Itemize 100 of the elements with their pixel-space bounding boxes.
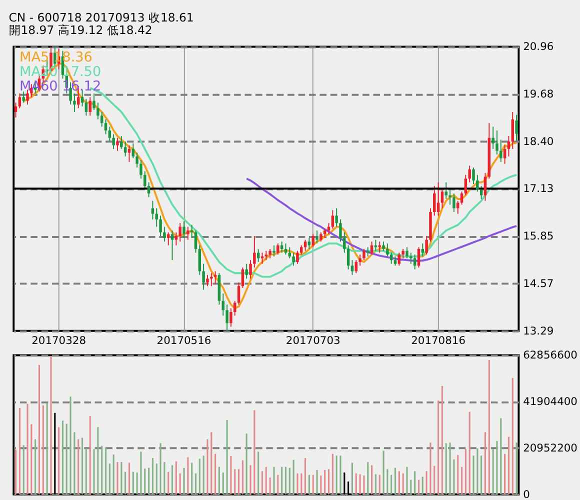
candlestick	[398, 252, 401, 266]
candlestick	[472, 167, 475, 185]
y-tick-label: 0	[523, 488, 530, 500]
candlestick	[116, 137, 119, 152]
candlestick	[214, 270, 217, 285]
candlestick	[120, 136, 123, 150]
candlestick	[256, 248, 260, 262]
candlestick	[335, 208, 338, 228]
candlestick	[253, 236, 256, 268]
candlestick	[288, 246, 291, 259]
y-tick-label: 20952200	[523, 441, 578, 454]
candlestick	[190, 224, 194, 238]
candlestick	[178, 222, 182, 242]
candlestick	[264, 250, 268, 261]
candlestick	[515, 114, 518, 142]
candlestick	[452, 192, 456, 212]
y-tick-label: 41904400	[523, 395, 578, 408]
x-tick-label: 20170516	[156, 334, 212, 348]
candlestick	[343, 232, 346, 254]
candlestick	[88, 96, 92, 116]
x-tick-label: 20170328	[32, 334, 86, 348]
candlestick	[464, 174, 468, 196]
candlestick	[320, 232, 322, 242]
chart-title: CN - 600718 20170913 收18.61	[8, 10, 194, 24]
candlestick	[132, 142, 135, 159]
x-tick-label: 20170816	[411, 334, 466, 348]
candlestick	[124, 141, 127, 157]
candlestick	[198, 244, 202, 276]
candlestick	[410, 252, 412, 264]
candlestick	[210, 272, 213, 287]
candlestick	[331, 210, 334, 230]
candlestick	[155, 208, 158, 228]
candlestick	[14, 102, 18, 118]
candlestick	[511, 111, 514, 150]
candlestick	[346, 244, 350, 270]
candlestick	[362, 248, 366, 261]
candlestick	[108, 126, 112, 142]
candlestick	[390, 252, 393, 264]
y-tick-label: 19.68	[523, 88, 554, 101]
y-tick-label: 62856600	[523, 348, 578, 362]
candlestick	[406, 246, 408, 259]
candlestick	[226, 304, 228, 332]
candlestick	[144, 170, 146, 190]
candlestick	[260, 252, 264, 264]
candlestick	[444, 182, 448, 200]
candlestick	[272, 244, 276, 257]
candlestick	[436, 182, 440, 216]
candlestick	[92, 92, 96, 111]
candlestick	[245, 263, 248, 280]
candlestick	[378, 241, 381, 254]
candlestick	[358, 254, 362, 266]
candlestick	[308, 237, 311, 250]
candlestick	[417, 246, 420, 268]
candlestick	[350, 260, 354, 276]
candlestick	[316, 230, 318, 244]
candlestick	[159, 215, 162, 237]
candlestick	[480, 186, 483, 200]
candlestick	[182, 220, 186, 238]
chart-subtitle: 開18.97 高19.12 低18.42	[8, 23, 152, 38]
candlestick	[296, 250, 299, 264]
candlestick	[402, 248, 404, 259]
candlestick	[22, 91, 25, 104]
candlestick	[292, 252, 295, 266]
candlestick	[163, 226, 166, 242]
candlestick	[339, 218, 342, 242]
candlestick	[312, 234, 314, 248]
candlestick	[496, 130, 498, 156]
candlestick	[300, 244, 303, 256]
candlestick	[456, 200, 460, 214]
y-tick-label: 14.57	[523, 276, 554, 290]
candlestick	[186, 226, 190, 240]
candlestick	[440, 189, 444, 209]
candlestick	[276, 242, 280, 256]
candlestick	[100, 111, 104, 128]
candlestick	[73, 92, 76, 112]
candlestick	[96, 102, 100, 120]
y-tick-label: 13.29	[523, 324, 554, 338]
candlestick	[112, 134, 115, 150]
candlestick	[394, 256, 397, 266]
candlestick	[237, 282, 240, 306]
candlestick	[233, 300, 236, 316]
candlestick	[140, 160, 142, 180]
candlestick	[476, 174, 479, 192]
candlestick	[194, 230, 198, 254]
candlestick	[468, 165, 471, 183]
candlestick	[386, 242, 389, 257]
candlestick	[241, 267, 244, 288]
y-tick-label: 18.40	[523, 134, 554, 148]
candlestick	[249, 260, 252, 280]
candlestick	[484, 172, 487, 202]
candlestick	[151, 200, 154, 220]
candlestick	[268, 248, 272, 259]
candlestick	[433, 186, 436, 216]
candlestick	[174, 232, 178, 246]
candlestick	[147, 182, 150, 198]
candlestick	[202, 263, 205, 290]
candlestick	[500, 139, 502, 162]
y-tick-label: 15.85	[523, 229, 554, 242]
candlestick	[84, 98, 88, 116]
candlestick	[425, 236, 428, 256]
